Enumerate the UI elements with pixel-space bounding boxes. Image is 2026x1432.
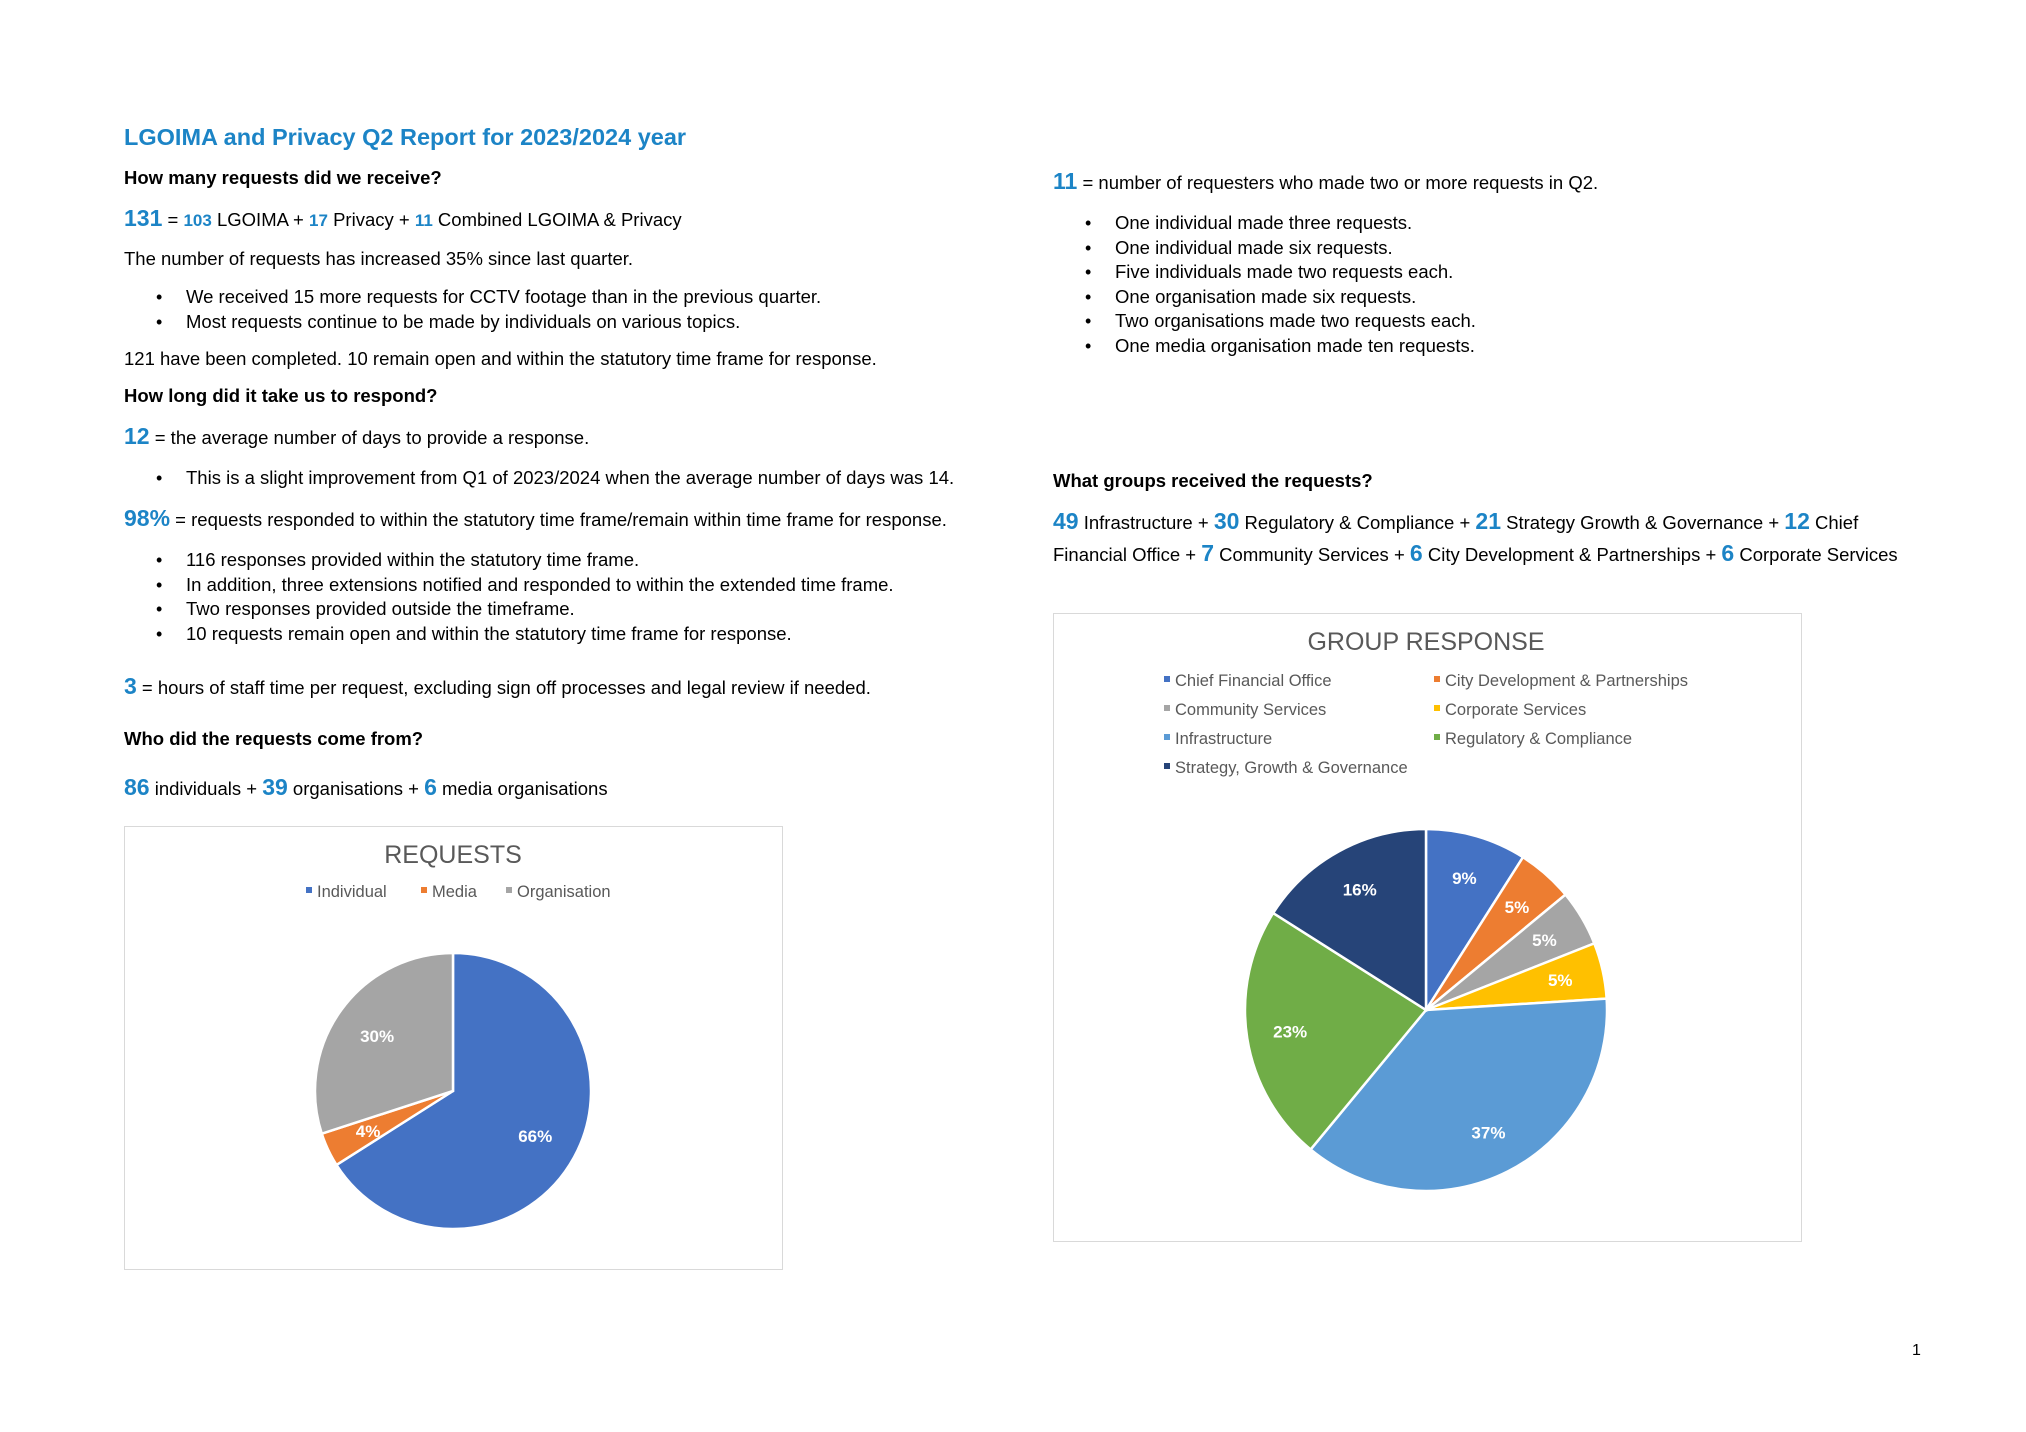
group-response-chart: GROUP RESPONSE Chief Financial Office City… [1053, 613, 1802, 1242]
groups-paragraph: 49 Infrastructure + 30 Regulatory & Comp… [1053, 508, 1898, 566]
total-requests-line: 131 = 103 LGOIMA + 17 Privacy + 11 Combi… [124, 205, 682, 231]
legend-swatch-individual [306, 887, 312, 893]
data-label-chief-financial-office: 9% [1452, 869, 1477, 888]
heading-response-time: How long did it take us to respond? [124, 385, 438, 406]
group-number: 49 [1053, 508, 1079, 534]
legend-swatch-media [421, 887, 427, 893]
legend-item-chief-financial-office: Chief Financial Office [1175, 672, 1332, 690]
group-number: 6 [1409, 540, 1423, 566]
list-item: 116 responses provided within the statut… [156, 548, 894, 573]
days-bullet-list: This is a slight improvement from Q1 of … [124, 466, 954, 491]
average-days-line: 12 = the average number of days to provi… [124, 423, 590, 449]
response-bullet-list: 116 responses provided within the statut… [124, 548, 894, 646]
total-requests-number: 131 [124, 205, 163, 231]
requesters-line: 86 individuals + 39 organisations + 6 me… [124, 774, 608, 800]
heading-groups: What groups received the requests? [1053, 470, 1373, 491]
data-label-regulatory-compliance: 23% [1273, 1023, 1307, 1042]
data-label-strategy-growth-governance: 16% [1343, 880, 1377, 899]
legend-item-infrastructure: Infrastructure [1175, 730, 1272, 748]
completed-text: 121 have been completed. 10 remain open … [124, 348, 877, 369]
data-label-media: 4% [356, 1122, 381, 1141]
legend-swatch-city-development-partnerships [1434, 676, 1440, 682]
legend-swatch-regulatory-compliance [1434, 734, 1440, 740]
list-item: Five individuals made two requests each. [1085, 260, 1476, 285]
requests-bullet-list: We received 15 more requests for CCTV fo… [124, 285, 821, 334]
list-item: This is a slight improvement from Q1 of … [156, 466, 954, 491]
list-item: Two organisations made two requests each… [1085, 309, 1476, 334]
page-title: LGOIMA and Privacy Q2 Report for 2023/20… [124, 124, 687, 150]
media-number: 6 [424, 774, 437, 800]
legend-item-individual: Individual [317, 883, 387, 901]
legend-item-media: Media [432, 883, 478, 901]
legend-item-organisation: Organisation [517, 883, 611, 901]
pie-slice-individual [334, 951, 593, 1231]
legend-swatch-chief-financial-office [1164, 676, 1170, 682]
individuals-number: 86 [124, 774, 150, 800]
percent-line: 98% = requests responded to within the s… [124, 505, 947, 531]
pie-slice-regulatory-compliance [1243, 911, 1428, 1152]
data-label-city-development-partnerships: 5% [1505, 898, 1530, 917]
hours-number: 3 [124, 673, 137, 699]
list-item: Most requests continue to be made by ind… [156, 310, 821, 335]
group-number: 30 [1213, 508, 1240, 534]
requests-chart: REQUESTS Individual Media Organisation 66% 4%… [124, 826, 783, 1270]
legend-swatch-corporate-services [1434, 705, 1440, 711]
data-label-individual: 66% [518, 1127, 552, 1146]
group-number: 6 [1721, 540, 1735, 566]
average-days-number: 12 [124, 423, 150, 449]
group-number: 7 [1201, 540, 1215, 566]
heading-requests-received: How many requests did we receive? [124, 167, 442, 188]
group-number: 21 [1475, 508, 1501, 534]
list-item: In addition, three extensions notified a… [156, 573, 894, 598]
percent-number: 98% [124, 505, 171, 531]
organisations-number: 39 [262, 774, 288, 800]
pie-slice-organisation [313, 951, 455, 1136]
heading-requesters: Who did the requests come from? [124, 728, 424, 749]
data-label-infrastructure: 37% [1471, 1124, 1505, 1143]
repeat-bullet-list: One individual made three requests. One … [1053, 211, 1476, 359]
combined-number: 11 [414, 211, 433, 230]
legend-swatch-organisation [506, 887, 512, 893]
chart-title: REQUESTS [384, 841, 522, 869]
list-item: One individual made three requests. [1085, 211, 1476, 236]
legend-swatch-community-services [1164, 705, 1170, 711]
group-response-pie-chart: GROUP RESPONSE Chief Financial Office City… [1164, 628, 1688, 1193]
list-item: One media organisation made ten requests… [1085, 334, 1476, 359]
legend-item-regulatory-compliance: Regulatory & Compliance [1445, 730, 1632, 748]
requests-pie-chart: REQUESTS Individual Media Organisation 66% 4%… [306, 841, 611, 1231]
legend-item-city-development-partnerships: City Development & Partnerships [1445, 672, 1688, 690]
legend-item-community-services: Community Services [1175, 701, 1326, 719]
group-number: 12 [1784, 508, 1810, 534]
lgoima-number: 103 [183, 211, 212, 230]
list-item: Two responses provided outside the timef… [156, 597, 894, 622]
pie-slice-infrastructure [1308, 997, 1609, 1193]
chart-title: GROUP RESPONSE [1307, 628, 1544, 656]
page-number: 1 [1912, 1342, 1921, 1359]
legend-swatch-infrastructure [1164, 734, 1170, 740]
pie-slice-chief-financial-office [1424, 827, 1525, 1015]
legend-item-strategy-growth-governance: Strategy, Growth & Governance [1175, 759, 1408, 777]
list-item: One individual made six requests. [1085, 236, 1476, 261]
repeat-requesters-number: 11 [1053, 168, 1078, 194]
data-label-corporate-services: 5% [1548, 971, 1573, 990]
data-label-community-services: 5% [1532, 931, 1557, 950]
list-item: We received 15 more requests for CCTV fo… [156, 285, 821, 310]
legend-swatch-strategy-growth-governance [1164, 763, 1170, 769]
legend-item-corporate-services: Corporate Services [1445, 701, 1586, 719]
data-label-organisation: 30% [360, 1027, 394, 1046]
increase-text: The number of requests has increased 35%… [124, 248, 634, 269]
list-item: One organisation made six requests. [1085, 285, 1476, 310]
pie-slice-strategy-growth-governance [1271, 827, 1428, 1013]
repeat-requesters-line: 11 = number of requesters who made two o… [1053, 168, 1599, 194]
hours-line: 3 = hours of staff time per request, exc… [124, 673, 871, 699]
privacy-number: 17 [309, 211, 328, 230]
list-item: 10 requests remain open and within the s… [156, 622, 894, 647]
